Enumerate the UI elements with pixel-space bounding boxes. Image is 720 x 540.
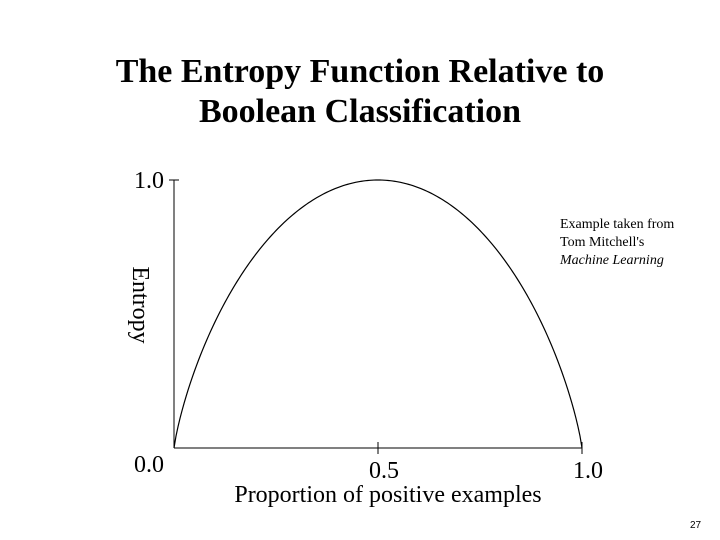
y-tick-label: 0.0 [134, 452, 164, 478]
y-tick-label: 1.0 [134, 168, 164, 194]
x-axis-label: Proportion of positive examples [234, 482, 541, 508]
slide-title: The Entropy Function Relative to Boolean… [0, 52, 720, 132]
chart-axes [169, 179, 583, 454]
page-number: 27 [690, 520, 702, 531]
chart-marks [173, 179, 583, 449]
source-note-line-1: Example taken from [560, 217, 675, 232]
source-note-book-title: Machine Learning [560, 253, 664, 268]
x-tick-label: 1.0 [573, 458, 603, 484]
y-axis-label: Entropy [127, 266, 153, 343]
chart-labels: 1.0 0.0 0.5 1.0 Proportion of positive examp… [127, 168, 603, 508]
slide-title-line-2: Boolean Classification [198, 93, 522, 130]
source-note: Example taken from Tom Mitchell's Machin… [560, 216, 674, 270]
slide-title-line-1: The Entropy Function Relative to [115, 53, 605, 90]
entropy-curve [173, 179, 583, 449]
x-tick-label: 0.5 [369, 458, 399, 484]
source-note-line-2: Tom Mitchell's [560, 235, 645, 250]
